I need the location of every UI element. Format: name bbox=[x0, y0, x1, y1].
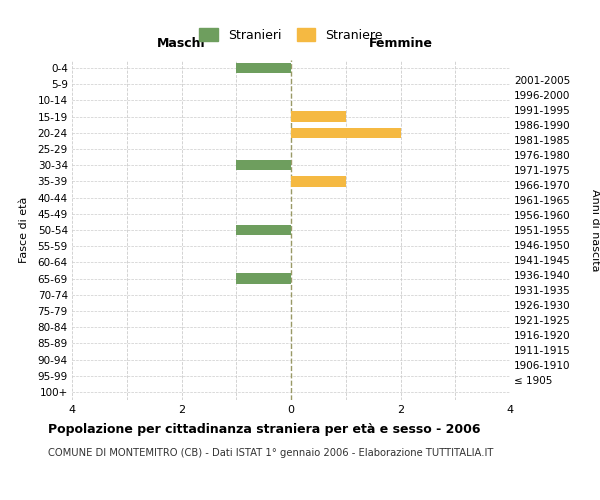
Bar bbox=[236, 63, 291, 74]
Y-axis label: Fasce di età: Fasce di età bbox=[19, 197, 29, 263]
Text: Femmine: Femmine bbox=[368, 37, 433, 50]
Bar bbox=[236, 224, 291, 235]
Legend: Stranieri, Straniere: Stranieri, Straniere bbox=[193, 22, 389, 48]
Bar bbox=[291, 128, 401, 138]
Text: Popolazione per cittadinanza straniera per età e sesso - 2006: Popolazione per cittadinanza straniera p… bbox=[48, 422, 481, 436]
Y-axis label: Anni di nascita: Anni di nascita bbox=[590, 188, 600, 271]
Bar bbox=[291, 112, 346, 122]
Text: COMUNE DI MONTEMITRO (CB) - Dati ISTAT 1° gennaio 2006 - Elaborazione TUTTITALIA: COMUNE DI MONTEMITRO (CB) - Dati ISTAT 1… bbox=[48, 448, 493, 458]
Text: Maschi: Maschi bbox=[157, 37, 206, 50]
Bar bbox=[291, 176, 346, 186]
Bar bbox=[236, 274, 291, 284]
Bar bbox=[236, 160, 291, 170]
